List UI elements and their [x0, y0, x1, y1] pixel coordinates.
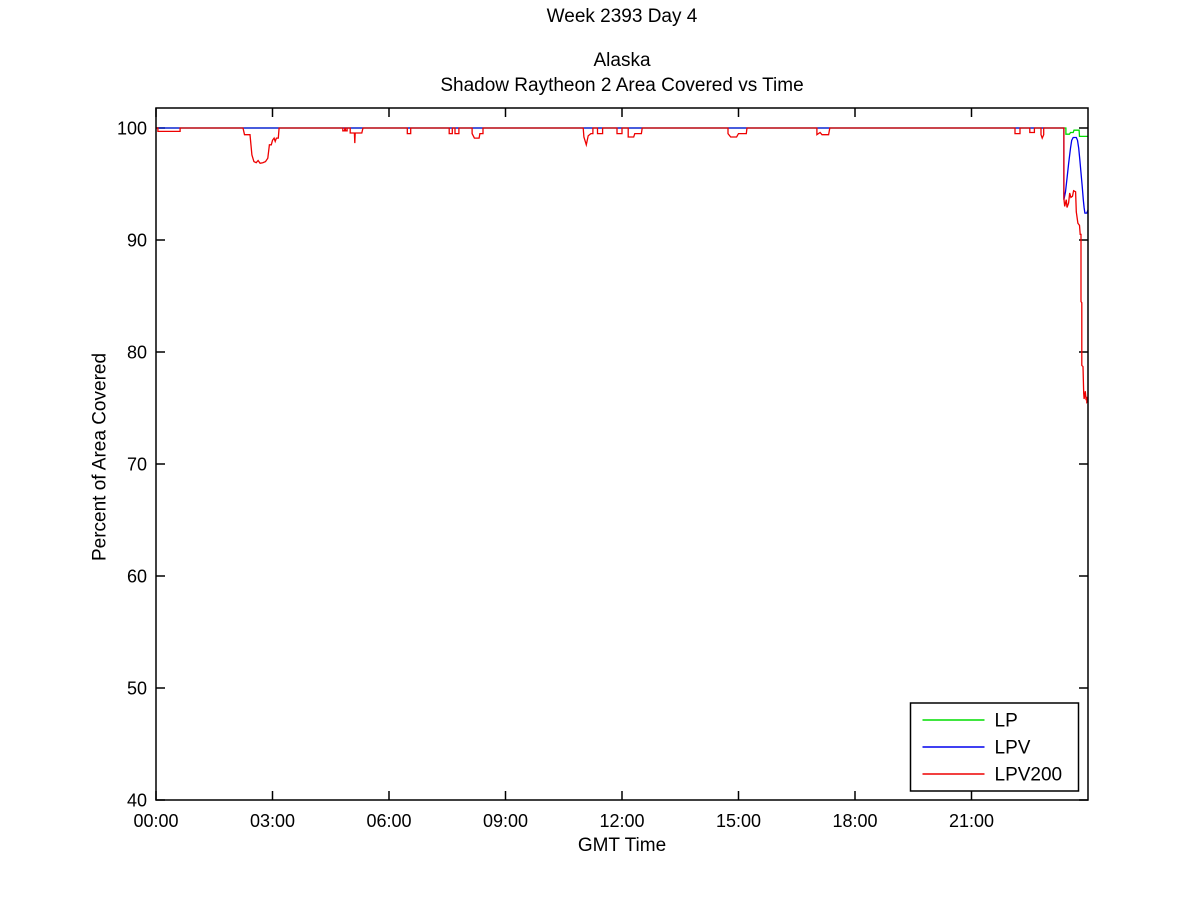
chart-subtitle-location: Alaska: [593, 50, 651, 71]
x-tick-label: 00:00: [133, 811, 178, 831]
legend-label: LP: [995, 711, 1018, 732]
series-line-LPV200: [156, 127, 1089, 404]
y-tick-label: 90: [127, 230, 147, 250]
series-line-LP: [156, 127, 1088, 138]
y-tick-label: 80: [127, 342, 147, 362]
series-line-LPV: [156, 127, 1089, 214]
x-tick-label: 18:00: [832, 811, 877, 831]
legend-label: LPV200: [995, 765, 1063, 786]
y-tick-label: 60: [127, 566, 147, 586]
x-tick-label: 21:00: [949, 811, 994, 831]
y-axis-label: Percent of Area Covered: [89, 352, 111, 562]
y-tick-label: 100: [117, 118, 147, 138]
chart-subtitle-description: Shadow Raytheon 2 Area Covered vs Time: [440, 75, 804, 96]
x-tick-label: 09:00: [483, 811, 528, 831]
y-tick-label: 40: [127, 790, 147, 810]
x-tick-label: 03:00: [250, 811, 295, 831]
x-tick-label: 06:00: [366, 811, 411, 831]
y-tick-label: 50: [127, 678, 147, 698]
page-title: Week 2393 Day 4: [546, 6, 698, 27]
y-tick-label: 70: [127, 454, 147, 474]
plot-border: [155, 107, 1089, 801]
legend-label: LPV: [995, 738, 1031, 759]
plot-background: [156, 108, 1088, 800]
x-tick-label: 15:00: [716, 811, 761, 831]
x-tick-label: 12:00: [599, 811, 644, 831]
x-axis-label: GMT Time: [577, 835, 667, 856]
